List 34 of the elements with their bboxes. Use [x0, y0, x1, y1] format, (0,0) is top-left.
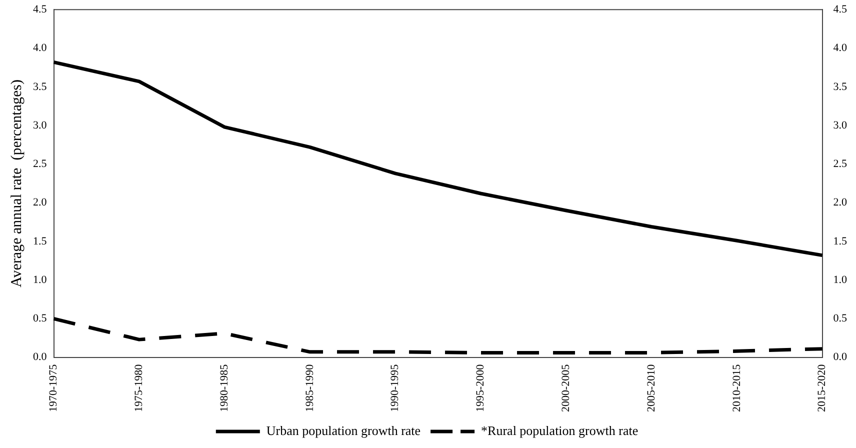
- y2-tick-label: 1.5: [833, 235, 848, 248]
- x-tick-label: 1980-1985: [218, 364, 230, 412]
- y2-tick-label: 0.0: [833, 351, 848, 364]
- y-tick-label: 0.0: [33, 351, 48, 364]
- legend-label: *Rural population growth rate: [481, 422, 638, 438]
- y2-tick-label: 4.5: [833, 3, 848, 16]
- y2-tick-label: 3.0: [833, 119, 848, 132]
- y2-tick-label: 3.5: [833, 80, 848, 93]
- y-tick-label: 1.5: [33, 235, 48, 248]
- y-tick-label: 2.5: [33, 158, 48, 170]
- y2-tick-label: 0.5: [833, 312, 848, 325]
- x-tick-label: 2015-2020: [816, 364, 828, 412]
- y2-tick-label: 2.0: [833, 196, 848, 209]
- y-tick-label: 3.5: [33, 80, 48, 93]
- x-tick-label: 1990-1995: [389, 364, 402, 412]
- y-tick-label: 2.0: [33, 196, 48, 209]
- y2-tick-label: 2.5: [833, 158, 848, 170]
- x-tick-label: 1970-1975: [48, 364, 60, 412]
- y-tick-label: 4.5: [33, 3, 48, 16]
- x-tick-label: 1995-2000: [474, 364, 487, 412]
- y-tick-label: 0.5: [33, 312, 48, 325]
- x-tick-label: 2000-2005: [560, 364, 572, 412]
- y2-tick-label: 1.0: [833, 274, 848, 286]
- y-axis-title: Average annual rate (percentages): [8, 80, 25, 288]
- x-tick-label: 1985-1990: [304, 364, 316, 412]
- x-tick-label: 2005-2010: [645, 364, 658, 412]
- y-tick-label: 1.0: [33, 274, 48, 286]
- legend-label: Urban population growth rate: [266, 422, 421, 438]
- y2-tick-label: 4.0: [833, 42, 848, 54]
- x-tick-label: 2010-2015: [730, 364, 743, 412]
- x-tick-label: 1975-1980: [133, 364, 146, 412]
- y-tick-label: 3.0: [33, 119, 48, 132]
- line-series: [52, 316, 824, 354]
- y-tick-label: 4.0: [33, 42, 48, 54]
